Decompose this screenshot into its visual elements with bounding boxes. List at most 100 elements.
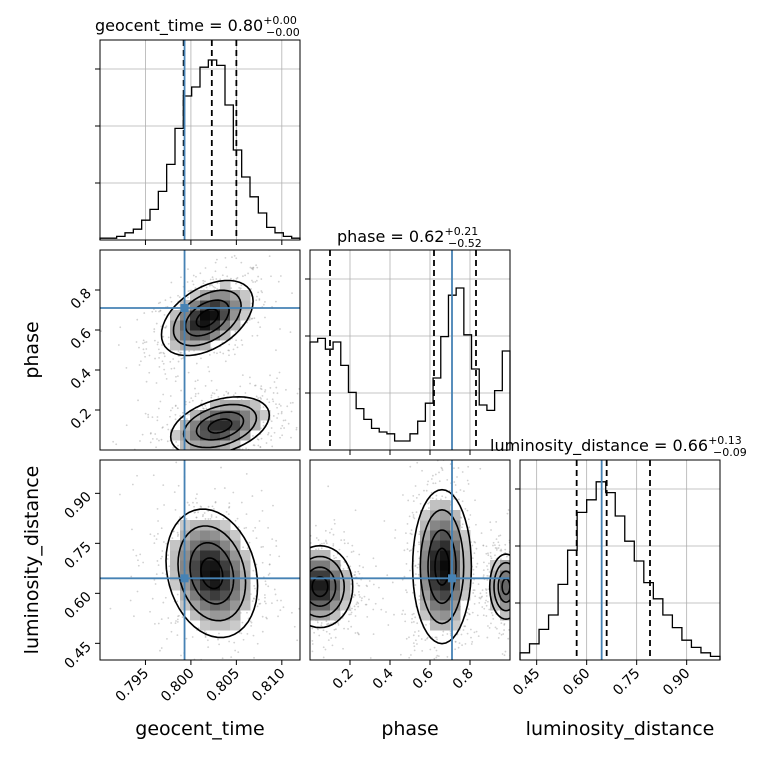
sample-point — [277, 615, 279, 618]
sample-point — [320, 622, 323, 624]
density-cell — [440, 530, 451, 541]
density-cell — [220, 620, 231, 631]
sample-point — [269, 374, 271, 377]
truth-marker-phase-luminosity_distance — [448, 574, 456, 583]
sample-point — [525, 594, 527, 596]
density-cell — [190, 550, 201, 561]
density-cell — [340, 580, 351, 591]
sample-point — [412, 500, 415, 503]
sample-point — [220, 457, 222, 459]
sample-point — [323, 542, 325, 545]
sample-point — [515, 606, 517, 608]
sample-point — [207, 510, 210, 512]
sample-point — [192, 274, 195, 277]
sample-point — [317, 410, 319, 412]
sample-point — [236, 276, 239, 279]
sample-point — [153, 578, 156, 581]
sample-point — [448, 705, 450, 707]
sample-point — [295, 589, 297, 591]
sample-point — [252, 597, 255, 600]
sample-point — [358, 633, 360, 636]
sample-point — [260, 388, 263, 391]
sample-point — [232, 462, 234, 464]
sample-point — [300, 575, 302, 577]
sample-point — [504, 548, 507, 551]
sample-point — [180, 389, 183, 392]
sample-point — [301, 579, 303, 581]
sample-point — [264, 602, 267, 605]
sample-point — [411, 613, 414, 616]
sample-point — [169, 296, 172, 299]
sample-point — [492, 541, 495, 544]
sample-point — [267, 526, 269, 529]
sample-point — [503, 654, 506, 657]
sample-point — [296, 534, 298, 536]
sample-point — [494, 554, 496, 557]
sample-point — [289, 402, 292, 404]
sample-point — [288, 525, 290, 527]
sample-point — [260, 290, 263, 292]
sample-point — [530, 568, 532, 570]
density-cell — [460, 570, 471, 581]
sample-point — [494, 626, 497, 629]
sample-point — [190, 397, 193, 400]
sample-point — [476, 562, 479, 565]
sample-point — [236, 517, 239, 520]
sample-point — [513, 569, 515, 571]
sample-point — [156, 343, 159, 346]
sample-point — [180, 351, 183, 354]
sample-point — [162, 455, 164, 457]
sample-point — [248, 541, 251, 544]
sample-point — [281, 424, 284, 427]
sample-point — [322, 656, 325, 659]
title-luminosity_distance: luminosity_distance = 0.66+0.13 −0.09 — [490, 434, 747, 459]
sample-point — [524, 596, 526, 598]
sample-point — [356, 582, 358, 585]
sample-point — [468, 613, 471, 615]
sample-point — [152, 474, 155, 477]
sample-point — [411, 591, 414, 594]
density-cell — [200, 540, 211, 551]
sample-point — [178, 614, 180, 617]
sample-point — [195, 668, 197, 670]
density-cell — [460, 550, 471, 561]
sample-point — [300, 576, 302, 578]
sample-point — [511, 577, 513, 579]
sample-point — [304, 613, 306, 615]
sample-point — [417, 573, 420, 576]
sample-point — [266, 398, 269, 401]
sample-point — [187, 268, 189, 270]
sample-point — [267, 433, 269, 436]
sample-point — [435, 656, 438, 659]
xtick-label-geocent_time-0: 0.795 — [113, 666, 153, 706]
sample-point — [517, 554, 519, 556]
sample-point — [512, 563, 514, 565]
sample-point — [295, 583, 297, 585]
sample-point — [167, 428, 170, 431]
sample-point — [477, 583, 480, 586]
sample-point — [522, 593, 524, 595]
sample-point — [162, 484, 165, 487]
density-cell — [200, 440, 211, 450]
sample-point — [162, 426, 164, 429]
sample-point — [179, 415, 182, 417]
sample-point — [285, 388, 287, 391]
sample-point — [254, 526, 257, 529]
density-cell — [240, 550, 251, 561]
sample-point — [225, 390, 228, 393]
sample-point — [174, 380, 177, 383]
density-cell — [420, 570, 431, 581]
sample-point — [406, 522, 409, 525]
sample-point — [521, 574, 523, 576]
sample-point — [218, 643, 221, 646]
density-cell — [420, 510, 431, 521]
sample-point — [308, 556, 310, 558]
sample-point — [350, 625, 353, 628]
sample-point — [304, 405, 306, 407]
sample-point — [360, 599, 363, 602]
sample-point — [297, 587, 299, 589]
panel-geocent_time-vs-phase — [100, 250, 319, 464]
sample-point — [280, 599, 282, 602]
title-phase-name: phase — [337, 227, 385, 246]
sample-point — [278, 403, 281, 406]
